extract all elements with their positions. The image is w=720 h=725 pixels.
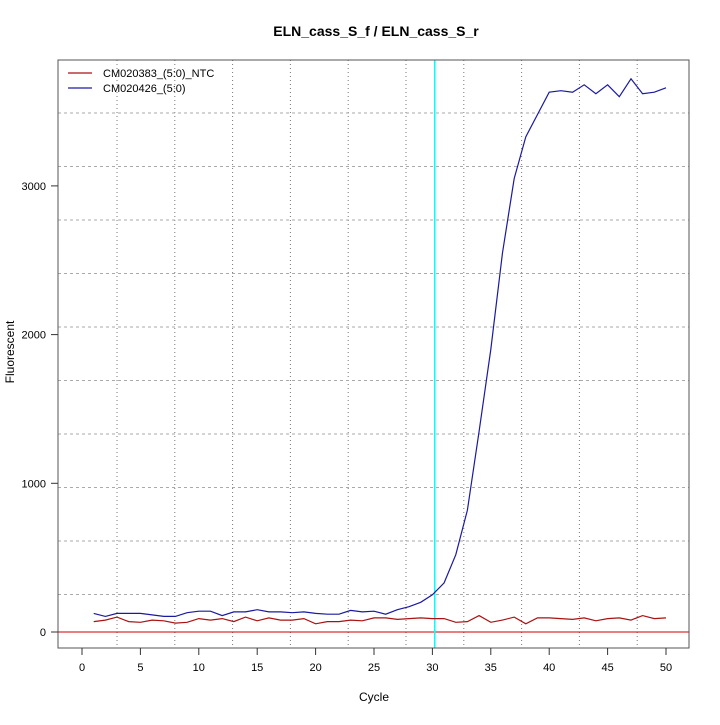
chart-title: ELN_cass_S_f / ELN_cass_S_r	[273, 23, 479, 39]
x-tick-label: 10	[193, 662, 205, 674]
x-tick-label: 30	[426, 662, 438, 674]
y-tick-label: 0	[40, 627, 46, 639]
plot-frame	[57, 59, 690, 649]
x-tick-label: 25	[368, 662, 380, 674]
y-tick-label: 2000	[22, 330, 46, 342]
y-tick-label: 1000	[22, 478, 46, 490]
series-line-0	[93, 614, 667, 625]
legend-label-1: CM020426_(5:0)	[103, 83, 186, 95]
x-tick-label: 45	[601, 662, 613, 674]
x-tick-label: 40	[543, 662, 555, 674]
legend-label-0: CM020383_(5:0)_NTC	[103, 68, 214, 80]
x-tick-label: 0	[79, 662, 85, 674]
x-tick-label: 20	[309, 662, 321, 674]
y-axis-label: Fluorescent	[3, 320, 17, 383]
x-axis-label: Cycle	[359, 690, 389, 704]
y-tick-label: 3000	[22, 181, 46, 193]
x-tick-label: 5	[137, 662, 143, 674]
series-line-1	[93, 77, 667, 618]
x-tick-label: 50	[660, 662, 672, 674]
x-tick-label: 35	[485, 662, 497, 674]
x-tick-label: 15	[251, 662, 263, 674]
legend: CM020383_(5:0)_NTC CM020426_(5:0)	[68, 68, 214, 95]
